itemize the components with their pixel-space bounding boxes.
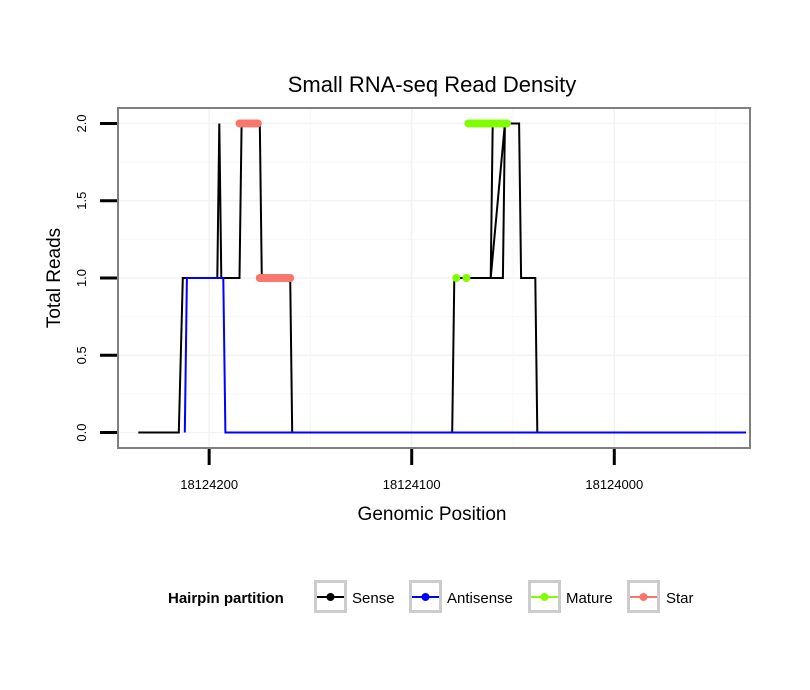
y-tick-label: 0.0: [74, 424, 89, 442]
y-axis: 0.0 0.5 1.0 1.5 2.0: [74, 114, 117, 442]
legend: Hairpin partition Sense Antisense Mature St…: [168, 580, 694, 613]
legend-label: Mature: [566, 590, 613, 607]
series-antisense: [183, 277, 746, 434]
legend-label: Sense: [352, 590, 395, 607]
point-mature: [462, 274, 471, 282]
legend-title: Hairpin partition: [168, 590, 284, 607]
y-tick-label: 2.0: [74, 114, 89, 132]
legend-key-point: [639, 593, 648, 601]
series-layer: [138, 119, 746, 434]
x-tick-label: 18124200: [180, 477, 238, 492]
chart-title: Small RNA-seq Read Density: [288, 72, 577, 97]
legend-label: Antisense: [447, 590, 513, 607]
y-tick-label: 1.0: [74, 269, 89, 287]
point-star: [253, 119, 262, 128]
legend-key-point: [326, 593, 335, 601]
y-tick-label: 0.5: [74, 346, 89, 364]
legend-key-point: [540, 593, 549, 601]
x-tick-label: 18124000: [585, 477, 643, 492]
legend-key-point: [421, 593, 430, 601]
point-star: [286, 274, 295, 282]
point-mature: [452, 274, 461, 282]
series-star: [235, 119, 295, 282]
legend-entry-mature: Mature: [528, 580, 613, 613]
legend-entry-antisense: Antisense: [409, 580, 513, 613]
y-axis-title: Total Reads: [44, 228, 65, 328]
legend-entry-star: Star: [627, 580, 694, 613]
series-mature: [452, 119, 511, 282]
plot-border: [117, 107, 751, 449]
series-line-antisense: [183, 277, 746, 434]
x-tick-label: 18124100: [383, 477, 441, 492]
y-tick-label: 1.5: [74, 192, 89, 210]
x-axis: 18124200 18124100 18124000: [180, 449, 643, 492]
point-mature: [502, 119, 511, 128]
legend-entry-sense: Sense: [314, 580, 395, 613]
legend-label: Star: [666, 590, 694, 607]
x-axis-title: Genomic Position: [358, 504, 507, 525]
